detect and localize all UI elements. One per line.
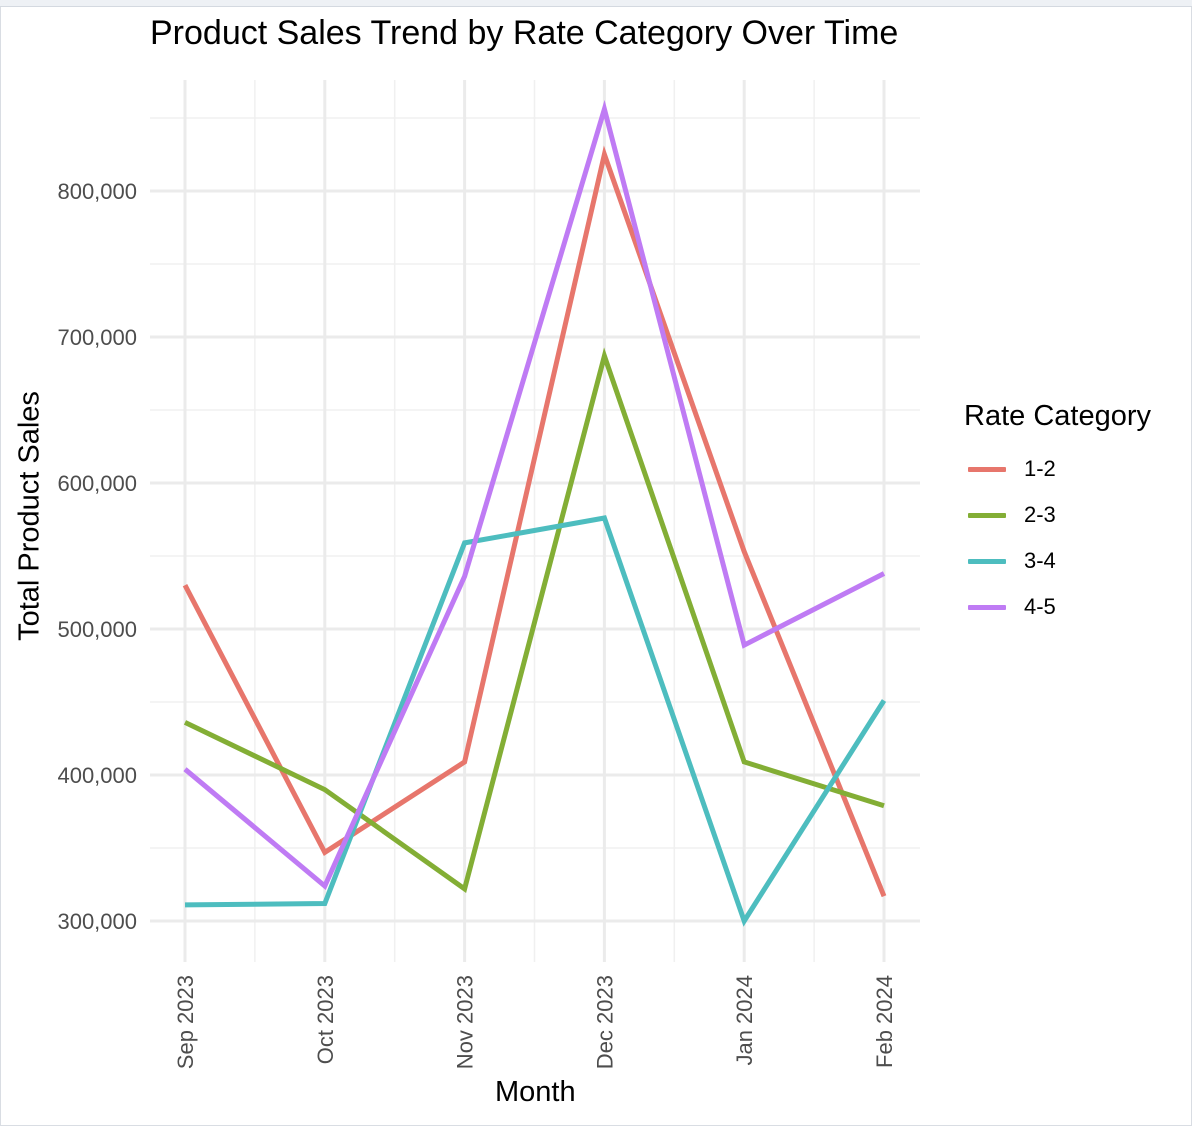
- series-line-1-2: [182, 145, 887, 898]
- legend-label: 3-4: [1024, 548, 1056, 573]
- legend-item: 3-4: [968, 546, 1056, 576]
- legend-swatch: [968, 512, 1006, 518]
- legend-label: 2-3: [1024, 502, 1056, 527]
- legend-item: 4-5: [968, 592, 1056, 622]
- window-top-strip: [0, 0, 1192, 7]
- y-tick-label: 300,000: [57, 909, 137, 934]
- x-axis-label: Month: [495, 1076, 576, 1108]
- chart-title: Product Sales Trend by Rate Category Ove…: [150, 14, 899, 52]
- x-tick-label: Dec 2023: [592, 975, 617, 1069]
- x-tick-label: Jan 2024: [732, 975, 757, 1066]
- x-tick-label: Feb 2024: [872, 975, 897, 1068]
- y-tick-label: 600,000: [57, 471, 137, 496]
- legend-swatch: [968, 604, 1006, 610]
- x-tick-label: Sep 2023: [173, 975, 198, 1069]
- legend-title: Rate Category: [964, 400, 1151, 432]
- y-tick-label: 800,000: [57, 179, 137, 204]
- legend-label: 1-2: [1024, 456, 1056, 481]
- series-line-2-3: [183, 347, 885, 894]
- y-axis-label: Total Product Sales: [13, 391, 46, 641]
- y-tick-label: 400,000: [57, 763, 137, 788]
- legend-item: 1-2: [968, 454, 1056, 484]
- x-tick-label: Nov 2023: [453, 975, 478, 1069]
- legend-item: 2-3: [968, 500, 1056, 530]
- y-tick-label: 500,000: [57, 617, 137, 642]
- legend-swatch: [968, 558, 1006, 564]
- legend-swatch: [968, 466, 1006, 472]
- series-line-3-4: [184, 515, 887, 927]
- legend-label: 4-5: [1024, 594, 1056, 619]
- y-tick-label: 700,000: [57, 325, 137, 350]
- series-line-4-5: [183, 99, 886, 891]
- x-tick-label: Oct 2023: [313, 975, 338, 1064]
